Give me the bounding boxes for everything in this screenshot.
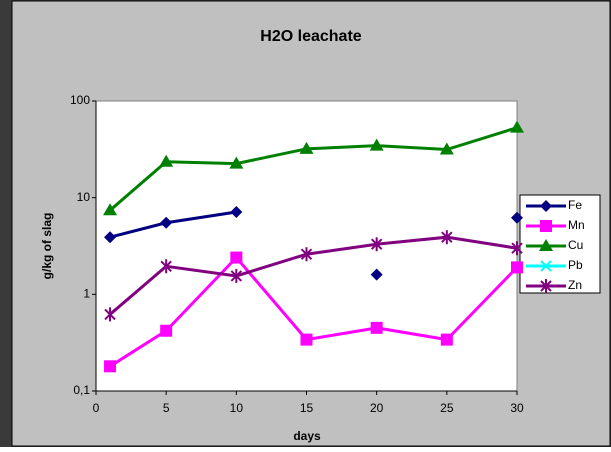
x-tick-label: 0 (93, 401, 100, 415)
y-tick-label: 100 (70, 93, 90, 107)
marker (104, 360, 116, 372)
y-tick-label: 10 (77, 190, 91, 204)
legend (520, 195, 600, 293)
chart-title: H2O leachate (260, 28, 361, 45)
x-tick-label: 25 (440, 401, 454, 415)
y-tick-label: 0,1 (73, 383, 90, 397)
y-axis-label: g/kg of slag (40, 213, 54, 280)
y-tick-label: 1 (83, 287, 90, 301)
marker (511, 261, 523, 273)
marker (371, 322, 383, 334)
legend-label: Pb (568, 258, 583, 272)
x-tick-label: 5 (163, 401, 170, 415)
legend-label: Cu (568, 238, 583, 252)
x-tick-label: 15 (300, 401, 314, 415)
legend-label: Mn (568, 218, 585, 232)
x-tick-label: 30 (510, 401, 524, 415)
legend-label: Zn (568, 278, 582, 292)
marker (160, 325, 172, 337)
marker (540, 220, 552, 232)
x-tick-label: 20 (370, 401, 384, 415)
legend-label: Fe (568, 198, 582, 212)
x-axis-label: days (293, 429, 321, 443)
x-tick-label: 10 (230, 401, 244, 415)
marker (301, 334, 313, 346)
marker (230, 252, 242, 264)
chart: H2O leachate days g/kg of slag 0,1110100… (0, 0, 611, 447)
marker (441, 334, 453, 346)
